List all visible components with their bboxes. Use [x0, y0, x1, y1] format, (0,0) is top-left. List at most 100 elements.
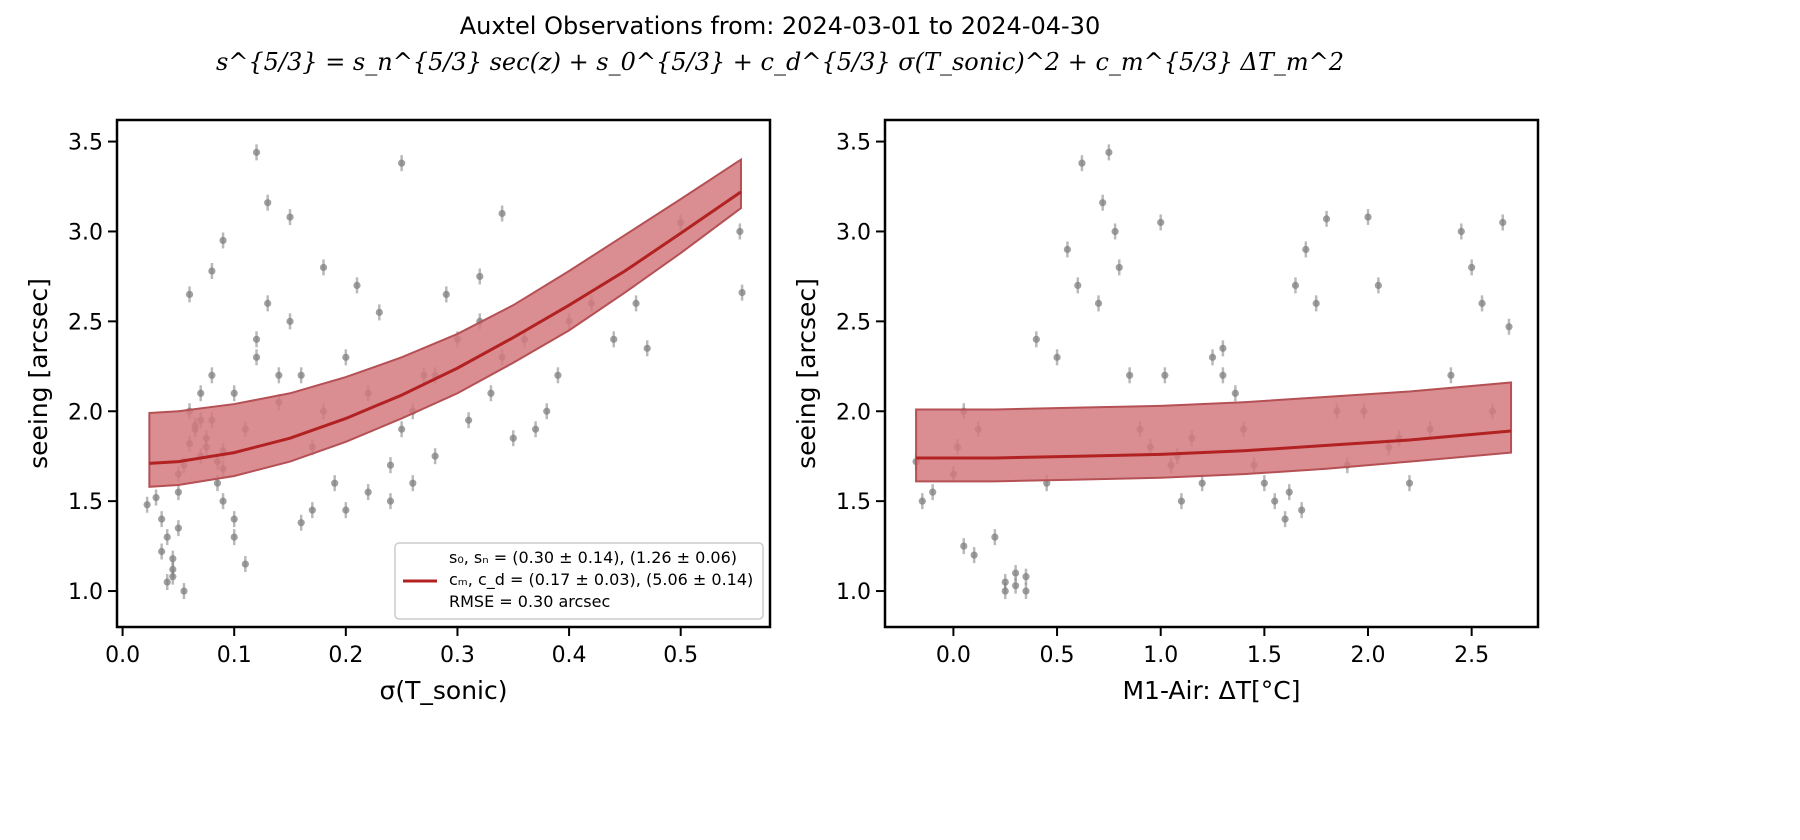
data-point — [465, 416, 473, 424]
data-point — [275, 371, 283, 379]
y-tick-label: 2.5 — [68, 310, 103, 335]
data-point — [1078, 159, 1086, 167]
data-point — [970, 551, 978, 559]
data-point — [1111, 227, 1119, 236]
data-point — [487, 389, 495, 397]
data-point — [1219, 371, 1227, 379]
data-point — [342, 506, 350, 514]
x-tick-label: 0.5 — [1040, 643, 1075, 668]
fit-band — [915, 381, 1513, 483]
x-tick-label: 2.0 — [1351, 643, 1386, 668]
data-point — [991, 533, 999, 541]
x-axis-label: σ(T_sonic) — [380, 676, 508, 705]
x-tick-label: 0.0 — [936, 643, 971, 668]
data-point — [169, 555, 177, 563]
data-point — [1405, 479, 1414, 487]
data-point — [286, 317, 294, 325]
y-tick-label: 3.5 — [836, 131, 871, 156]
data-point — [929, 488, 937, 496]
data-point — [386, 497, 395, 505]
data-point — [1105, 148, 1113, 156]
data-point — [442, 290, 450, 298]
data-point — [297, 371, 305, 379]
data-point — [331, 479, 339, 487]
data-point — [1074, 281, 1082, 290]
data-point — [1177, 497, 1186, 505]
data-point — [174, 524, 182, 532]
data-point — [1364, 213, 1372, 221]
data-point — [1032, 335, 1040, 343]
x-tick-label: 2.5 — [1454, 643, 1489, 668]
data-point — [152, 493, 160, 502]
data-point — [531, 425, 540, 433]
data-point — [1322, 215, 1331, 223]
data-point — [1043, 479, 1051, 487]
data-point — [1126, 371, 1134, 379]
data-point — [241, 560, 249, 568]
data-point — [286, 213, 294, 221]
x-tick-label: 1.0 — [1143, 643, 1178, 668]
data-point — [1298, 506, 1306, 514]
x-tick-label: 0.5 — [663, 643, 698, 668]
data-point — [230, 389, 238, 397]
data-point — [1457, 227, 1465, 236]
data-point — [375, 308, 383, 316]
data-point — [738, 288, 746, 297]
data-point — [1281, 515, 1289, 523]
data-point — [1161, 371, 1169, 379]
data-point — [208, 267, 216, 275]
data-point — [252, 335, 261, 343]
y-tick-label: 3.0 — [836, 220, 871, 245]
x-tick-label: 0.0 — [105, 643, 140, 668]
data-point — [230, 515, 238, 523]
data-point — [543, 407, 551, 415]
plot-frame — [115, 118, 772, 629]
data-point — [736, 227, 744, 236]
data-point — [308, 506, 316, 514]
data-point — [1012, 582, 1020, 590]
data-point — [1012, 569, 1020, 577]
data-point — [1001, 578, 1009, 586]
data-point — [509, 434, 517, 442]
legend-entry: RMSE = 0.30 arcsec — [449, 592, 610, 611]
data-point — [1198, 479, 1206, 487]
y-tick-label: 1.0 — [836, 580, 871, 605]
data-point — [918, 497, 926, 505]
data-point — [264, 199, 272, 207]
data-point — [1022, 587, 1030, 595]
data-point — [364, 488, 372, 496]
data-point — [1001, 587, 1009, 595]
y-axis-label: seeing [arcsec] — [792, 278, 821, 469]
data-point — [252, 353, 261, 361]
y-tick-label: 2.5 — [836, 310, 871, 335]
legend-entry: s₀, sₙ = (0.30 ± 0.14), (1.26 ± 0.06) — [449, 548, 737, 567]
x-tick-label: 0.4 — [552, 643, 587, 668]
y-tick-label: 2.0 — [68, 400, 103, 425]
x-axis-label: M1-Air: ΔT[°C] — [1122, 676, 1300, 705]
fit-line — [916, 429, 1512, 460]
y-tick-label: 3.5 — [68, 131, 103, 156]
y-tick-label: 3.0 — [68, 220, 103, 245]
data-point — [398, 425, 406, 433]
data-point — [174, 488, 182, 496]
data-point — [1115, 263, 1123, 272]
data-point — [1447, 371, 1455, 379]
x-tick-label: 0.2 — [328, 643, 363, 668]
data-point — [1499, 218, 1507, 227]
data-point — [1094, 299, 1103, 307]
figure-title: Auxtel Observations from: 2024-03-01 to … — [459, 12, 1101, 40]
data-point — [163, 533, 171, 541]
data-point — [252, 148, 261, 156]
data-point — [208, 371, 216, 379]
data-point — [213, 479, 222, 487]
data-point — [319, 263, 328, 272]
x-tick-label: 1.5 — [1247, 643, 1282, 668]
data-point — [169, 565, 177, 574]
legend-box — [394, 542, 764, 620]
y-tick-label: 1.5 — [836, 490, 871, 515]
data-point — [219, 236, 227, 245]
fit-line — [149, 190, 742, 465]
data-point — [1271, 497, 1279, 505]
data-point — [632, 299, 640, 307]
data-point — [143, 501, 151, 509]
